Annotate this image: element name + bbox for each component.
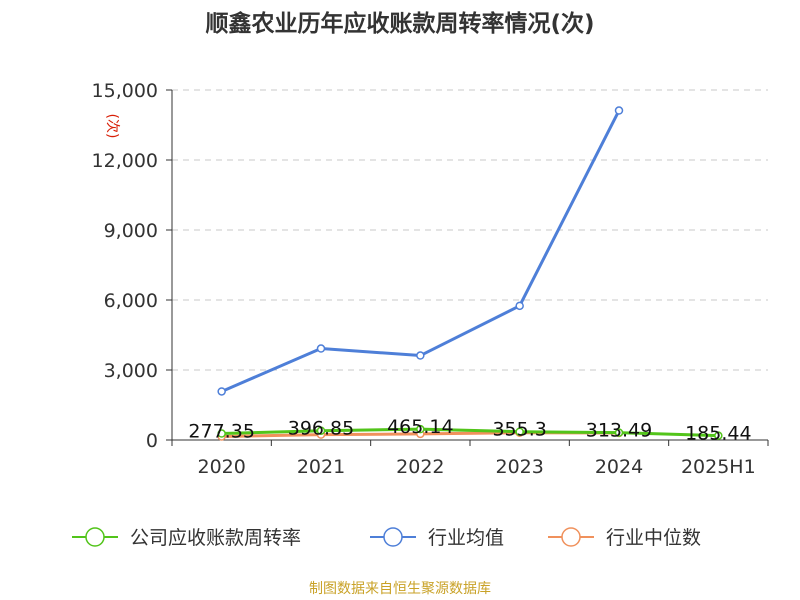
data-label: 185.44 [685,423,751,445]
data-point[interactable] [416,424,425,434]
data-label: 277.35 [188,421,254,443]
data-label: 396.85 [288,418,354,440]
x-tick-label: 2020 [197,456,245,478]
series-layer [217,106,723,441]
data-point[interactable] [217,387,226,396]
data-point[interactable] [217,429,226,438]
x-tick-label: 2023 [495,456,543,478]
data-point[interactable] [515,301,524,311]
y-tick-label: 3,000 [104,360,158,382]
series-line [221,109,621,393]
data-label: 355.3 [492,419,546,441]
data-point[interactable] [316,344,326,353]
chart-title: 顺鑫农业历年应收账款周转率情况(次) [205,11,595,37]
legend-marker [383,527,403,547]
data-point[interactable] [515,427,524,436]
legend-marker [85,527,105,547]
legend-label: 行业中位数 [606,527,701,549]
legend-item[interactable]: 行业均值 [370,527,504,549]
grid-lines [166,89,768,441]
x-tick-label: 2025H1 [681,456,756,478]
y-tick-label: 15,000 [92,80,158,102]
data-label: 313.49 [586,420,652,442]
legend-label: 公司应收账款周转率 [130,527,301,549]
data-point[interactable] [316,426,326,435]
legend-label: 行业均值 [428,527,504,549]
data-point[interactable] [416,351,425,360]
legend-item[interactable]: 行业中位数 [548,527,701,549]
data-point[interactable] [614,428,624,437]
legend-item[interactable]: 公司应收账款周转率 [72,527,301,549]
data-point[interactable] [714,431,723,440]
y-tick-labels: 0 3,000 6,000 9,000 12,000 15,000 [92,80,158,452]
y-tick-label: 12,000 [92,150,158,172]
source-footer: 制图数据来自恒生聚源数据库 [309,581,491,597]
series-1 [217,106,624,396]
axes [171,90,769,446]
x-tick-label: 2022 [396,456,444,478]
data-labels: 277.35 396.85 465.14 355.3 313.49 185.44 [188,416,751,445]
data-label: 465.14 [387,416,453,438]
data-point[interactable] [614,106,624,115]
y-tick-label: 9,000 [104,220,158,242]
y-axis-label: (次) [104,114,120,139]
x-tick-labels: 2020 2021 2022 2023 2024 2025H1 [197,456,755,478]
x-tick-label: 2021 [297,456,345,478]
y-tick-label: 0 [146,430,158,452]
legend-marker [561,527,581,547]
series-line [221,427,719,438]
legend: 公司应收账款周转率 行业均值 行业中位数 [72,527,701,549]
x-tick-label: 2024 [595,456,643,478]
series-0 [217,424,723,440]
y-tick-label: 6,000 [104,290,158,312]
